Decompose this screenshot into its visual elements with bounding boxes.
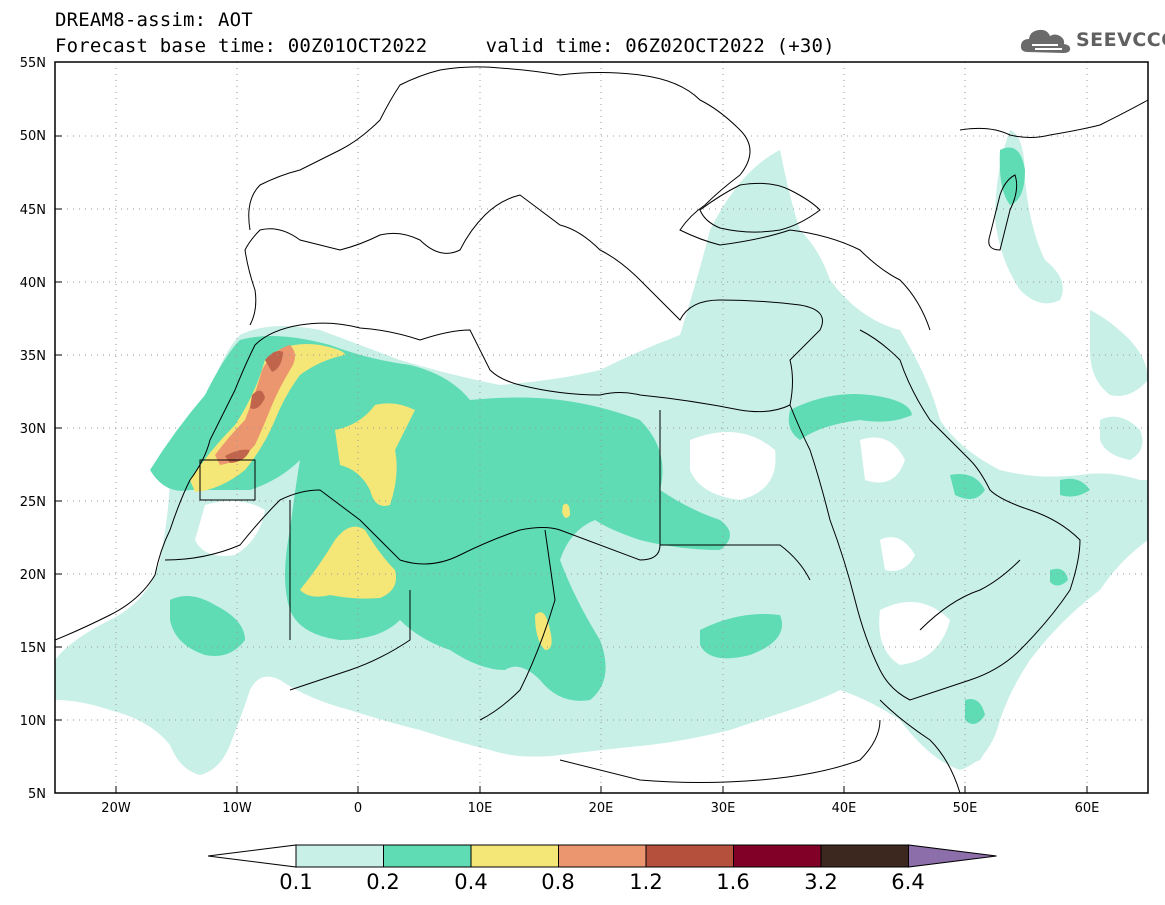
lon-label: 20W bbox=[101, 801, 131, 816]
aot-field bbox=[55, 130, 1148, 775]
map-grid bbox=[55, 62, 1148, 793]
colorbar bbox=[207, 844, 997, 868]
colorbar-segment bbox=[820, 844, 909, 868]
lat-label: 15N bbox=[20, 641, 46, 656]
lat-label: 25N bbox=[20, 495, 46, 510]
lon-label: 0 bbox=[354, 801, 362, 816]
colorbar-label: 0.8 bbox=[541, 870, 575, 894]
colorbar-segment bbox=[908, 844, 997, 868]
lat-label: 10N bbox=[20, 714, 46, 729]
lon-label: 10E bbox=[468, 801, 493, 816]
lat-label: 50N bbox=[20, 129, 46, 144]
lat-label: 20N bbox=[20, 568, 46, 583]
coastlines bbox=[54, 66, 1149, 794]
colorbar-segment bbox=[470, 844, 559, 868]
colorbar-segment bbox=[383, 844, 472, 868]
colorbar-label: 1.6 bbox=[716, 870, 750, 894]
colorbar-label: 0.2 bbox=[366, 870, 400, 894]
colorbar-label: 1.2 bbox=[629, 870, 663, 894]
lat-label: 55N bbox=[20, 56, 46, 71]
colorbar-label: 0.1 bbox=[279, 870, 313, 894]
colorbar-label: 3.2 bbox=[804, 870, 838, 894]
lon-label: 40E bbox=[832, 801, 857, 816]
cloud-icon bbox=[1020, 29, 1071, 53]
seevccc-logo: SEEVCCC bbox=[1018, 24, 1165, 58]
colorbar-segment bbox=[645, 844, 734, 868]
lon-label: 60E bbox=[1075, 801, 1100, 816]
lon-label: 30E bbox=[711, 801, 736, 816]
lat-label: 30N bbox=[20, 422, 46, 437]
lat-label: 5N bbox=[28, 787, 46, 802]
colorbar-label: 0.4 bbox=[454, 870, 488, 894]
latitude-labels: 55N 50N 45N 40N 35N 30N 25N 20N 15N 10N … bbox=[20, 56, 46, 802]
aot-level-0.2 bbox=[150, 147, 1090, 724]
logo-text: SEEVCCC bbox=[1076, 29, 1165, 51]
lon-label: 20E bbox=[589, 801, 614, 816]
lon-label: 10W bbox=[222, 801, 252, 816]
colorbar-segment bbox=[207, 844, 297, 868]
longitude-labels: 20W 10W 0 10E 20E 30E 40E 50E 60E bbox=[101, 801, 1099, 816]
lon-label: 50E bbox=[953, 801, 978, 816]
colorbar-segment bbox=[558, 844, 647, 868]
axis-ticks bbox=[55, 135, 1088, 793]
chart-title-times: Forecast base time: 00Z01OCT2022 valid t… bbox=[55, 35, 835, 57]
colorbar-segment bbox=[295, 844, 384, 868]
colorbar-label: 6.4 bbox=[891, 870, 925, 894]
lat-label: 45N bbox=[20, 203, 46, 218]
colorbar-segment bbox=[733, 844, 822, 868]
lat-label: 40N bbox=[20, 276, 46, 291]
lat-label: 35N bbox=[20, 349, 46, 364]
chart-title-model: DREAM8-assim: AOT bbox=[55, 9, 253, 31]
